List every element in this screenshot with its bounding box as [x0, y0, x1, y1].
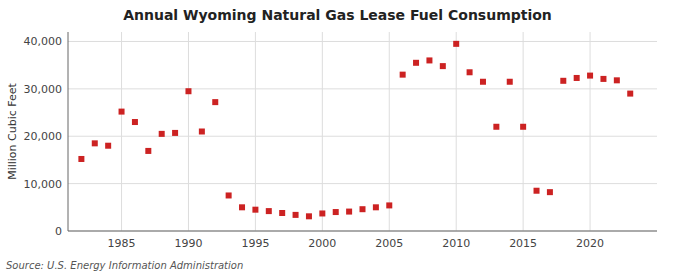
point	[614, 77, 620, 83]
x-grid-line	[188, 32, 189, 231]
x-axis-line	[68, 231, 657, 232]
point	[306, 213, 312, 219]
x-tick-label: 1985	[108, 237, 136, 250]
point	[159, 131, 165, 137]
point	[185, 88, 191, 94]
point	[199, 129, 205, 135]
point	[413, 60, 419, 66]
y-tick-label: 20,000	[24, 130, 63, 143]
x-grid-line	[322, 32, 323, 231]
point	[386, 202, 392, 208]
x-grid-line	[389, 32, 390, 231]
point	[373, 204, 379, 210]
x-tick-label: 1990	[174, 237, 202, 250]
point	[239, 204, 245, 210]
x-tick-label: 2015	[509, 237, 537, 250]
point	[293, 212, 299, 218]
point	[493, 124, 499, 130]
y-tick-label: 10,000	[24, 178, 63, 191]
point	[587, 73, 593, 79]
point	[440, 63, 446, 69]
y-grid-line	[68, 41, 657, 42]
point	[78, 156, 84, 162]
point	[547, 189, 553, 195]
grid	[68, 32, 657, 231]
point	[279, 210, 285, 216]
point	[119, 109, 125, 115]
point	[426, 57, 432, 63]
title: Annual Wyoming Natural Gas Lease Fuel Co…	[123, 7, 552, 23]
point	[252, 207, 258, 213]
point	[627, 91, 633, 97]
point	[520, 124, 526, 130]
x-grid-line	[255, 32, 256, 231]
x-tick-label: 2000	[308, 237, 336, 250]
x-tick-label: 2020	[576, 237, 604, 250]
y-grid-line	[68, 231, 657, 232]
point	[226, 192, 232, 198]
point	[534, 188, 540, 194]
point	[507, 79, 513, 85]
point	[132, 119, 138, 125]
x-grid-line	[523, 32, 524, 231]
point	[333, 209, 339, 215]
chart: Annual Wyoming Natural Gas Lease Fuel Co…	[0, 0, 675, 275]
x-grid-line	[590, 32, 591, 231]
source: Source: U.S. Energy Information Administ…	[6, 260, 243, 271]
points	[78, 41, 633, 219]
y-tick-label: 30,000	[24, 83, 63, 96]
point	[480, 79, 486, 85]
y-tick-label: 40,000	[24, 35, 63, 48]
x-tick-label: 2010	[442, 237, 470, 250]
point	[360, 206, 366, 212]
point	[574, 75, 580, 81]
point	[453, 41, 459, 47]
y-axis-label: Million Cubic Feet	[6, 82, 19, 179]
point	[319, 210, 325, 216]
x-tick-label: 1995	[241, 237, 269, 250]
point	[105, 143, 111, 149]
point	[560, 78, 566, 84]
point	[145, 148, 151, 154]
y-grid-line	[68, 136, 657, 137]
point	[212, 99, 218, 105]
y-grid-line	[68, 88, 657, 89]
x-grid-line	[121, 32, 122, 231]
y-grid-line	[68, 183, 657, 184]
point	[600, 76, 606, 82]
point	[92, 140, 98, 146]
axes: 0 10,000 20,000 30,000 40,000 1985 1990 1995 200…	[24, 32, 658, 250]
x-grid-line	[456, 32, 457, 231]
y-axis-line	[68, 32, 69, 231]
x-tick-label: 2005	[375, 237, 403, 250]
point	[266, 208, 272, 214]
point	[467, 69, 473, 75]
point	[346, 209, 352, 215]
y-tick-label: 0	[55, 225, 62, 238]
point	[172, 130, 178, 136]
point	[400, 72, 406, 78]
